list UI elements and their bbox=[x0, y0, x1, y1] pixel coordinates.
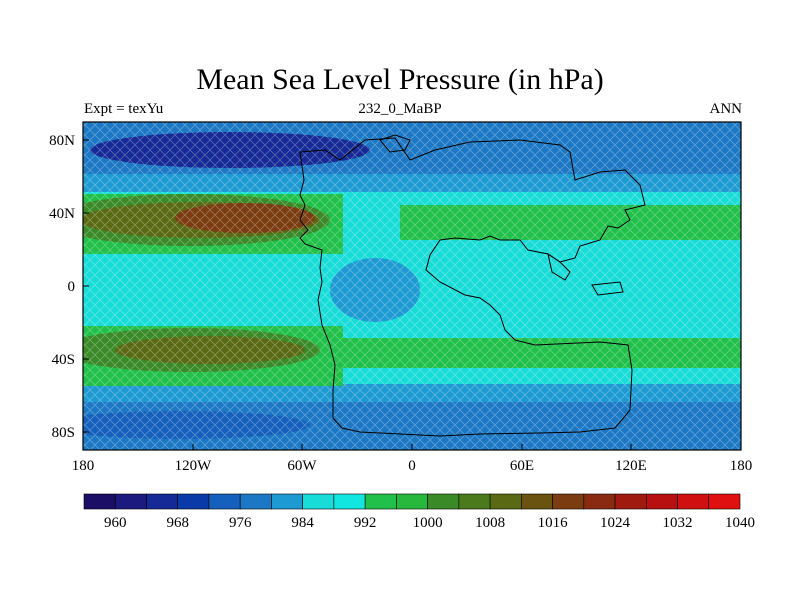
lat-label: 80S bbox=[52, 425, 75, 441]
colorbar-swatch bbox=[239, 493, 272, 510]
colorbar-swatch bbox=[521, 493, 553, 510]
continent-outlines bbox=[299, 134, 646, 437]
colorbar-label: 992 bbox=[354, 515, 377, 531]
colorbar-swatch bbox=[333, 493, 366, 510]
colorbar-swatch bbox=[708, 493, 741, 510]
colorbar-swatch bbox=[427, 493, 460, 510]
colorbar-swatch bbox=[645, 493, 678, 510]
colorbar-label: 1008 bbox=[475, 515, 505, 531]
colorbar-swatch bbox=[271, 493, 303, 510]
axis-ticks bbox=[82, 139, 742, 450]
colorbar-label: 976 bbox=[229, 515, 252, 531]
colorbar-swatch bbox=[177, 493, 210, 510]
colorbar-swatch bbox=[677, 493, 710, 510]
colorbar-label: 1040 bbox=[725, 515, 755, 531]
colorbar-label: 984 bbox=[291, 515, 314, 531]
colorbar-swatch bbox=[302, 493, 335, 510]
colorbar-label: 1016 bbox=[538, 515, 569, 531]
lon-label: 120E bbox=[615, 458, 647, 474]
lon-label: 120W bbox=[175, 458, 213, 474]
tethys-gulf-outline bbox=[547, 252, 571, 281]
colorbar-swatch bbox=[208, 493, 241, 510]
colorbar-label: 960 bbox=[104, 515, 127, 531]
colorbar-label: 1024 bbox=[600, 515, 631, 531]
northern-island-outline bbox=[379, 134, 411, 153]
eastern-island-outline bbox=[591, 281, 624, 296]
chart-title: Mean Sea Level Pressure (in hPa) bbox=[196, 63, 604, 96]
colorbar-swatch bbox=[583, 493, 616, 510]
period-label: 232_0_MaBP bbox=[358, 101, 442, 117]
lon-label: 0 bbox=[408, 458, 416, 474]
colorbar-label: 1000 bbox=[413, 515, 443, 531]
colorbar-label: 1032 bbox=[663, 515, 693, 531]
colorbar bbox=[83, 493, 741, 510]
lat-label: 0 bbox=[68, 279, 76, 295]
colorbar-swatch bbox=[146, 493, 179, 510]
experiment-label: Expt = texYu bbox=[84, 101, 164, 117]
colorbar-swatch bbox=[458, 493, 491, 510]
season-label: ANN bbox=[709, 101, 743, 117]
latitude-labels: 80N 40N 0 40S 80S bbox=[49, 133, 75, 441]
longitude-labels: 180 120W 60W 0 60E 120E 180 bbox=[72, 458, 753, 474]
colorbar-swatch bbox=[552, 493, 585, 510]
colorbar-swatch bbox=[114, 493, 147, 510]
lon-label: 60W bbox=[287, 458, 317, 474]
pressure-field bbox=[83, 122, 741, 450]
lat-label: 80N bbox=[49, 133, 75, 149]
colorbar-swatch bbox=[489, 493, 522, 510]
lat-label: 40N bbox=[49, 206, 75, 222]
colorbar-swatch bbox=[83, 493, 116, 510]
colorbar-swatch bbox=[614, 493, 647, 510]
field-hatch bbox=[83, 122, 741, 450]
lon-label: 180 bbox=[72, 458, 95, 474]
lon-label: 60E bbox=[510, 458, 534, 474]
colorbar-swatch bbox=[396, 493, 428, 510]
colorbar-labels: 960 968 976 984 992 1000 1008 1016 1024 1032 1040 bbox=[104, 515, 755, 531]
colorbar-swatch bbox=[364, 493, 397, 510]
lon-label: 180 bbox=[730, 458, 753, 474]
pangaea-outline bbox=[299, 137, 646, 437]
lat-label: 40S bbox=[52, 352, 75, 368]
colorbar-label: 968 bbox=[166, 515, 189, 531]
